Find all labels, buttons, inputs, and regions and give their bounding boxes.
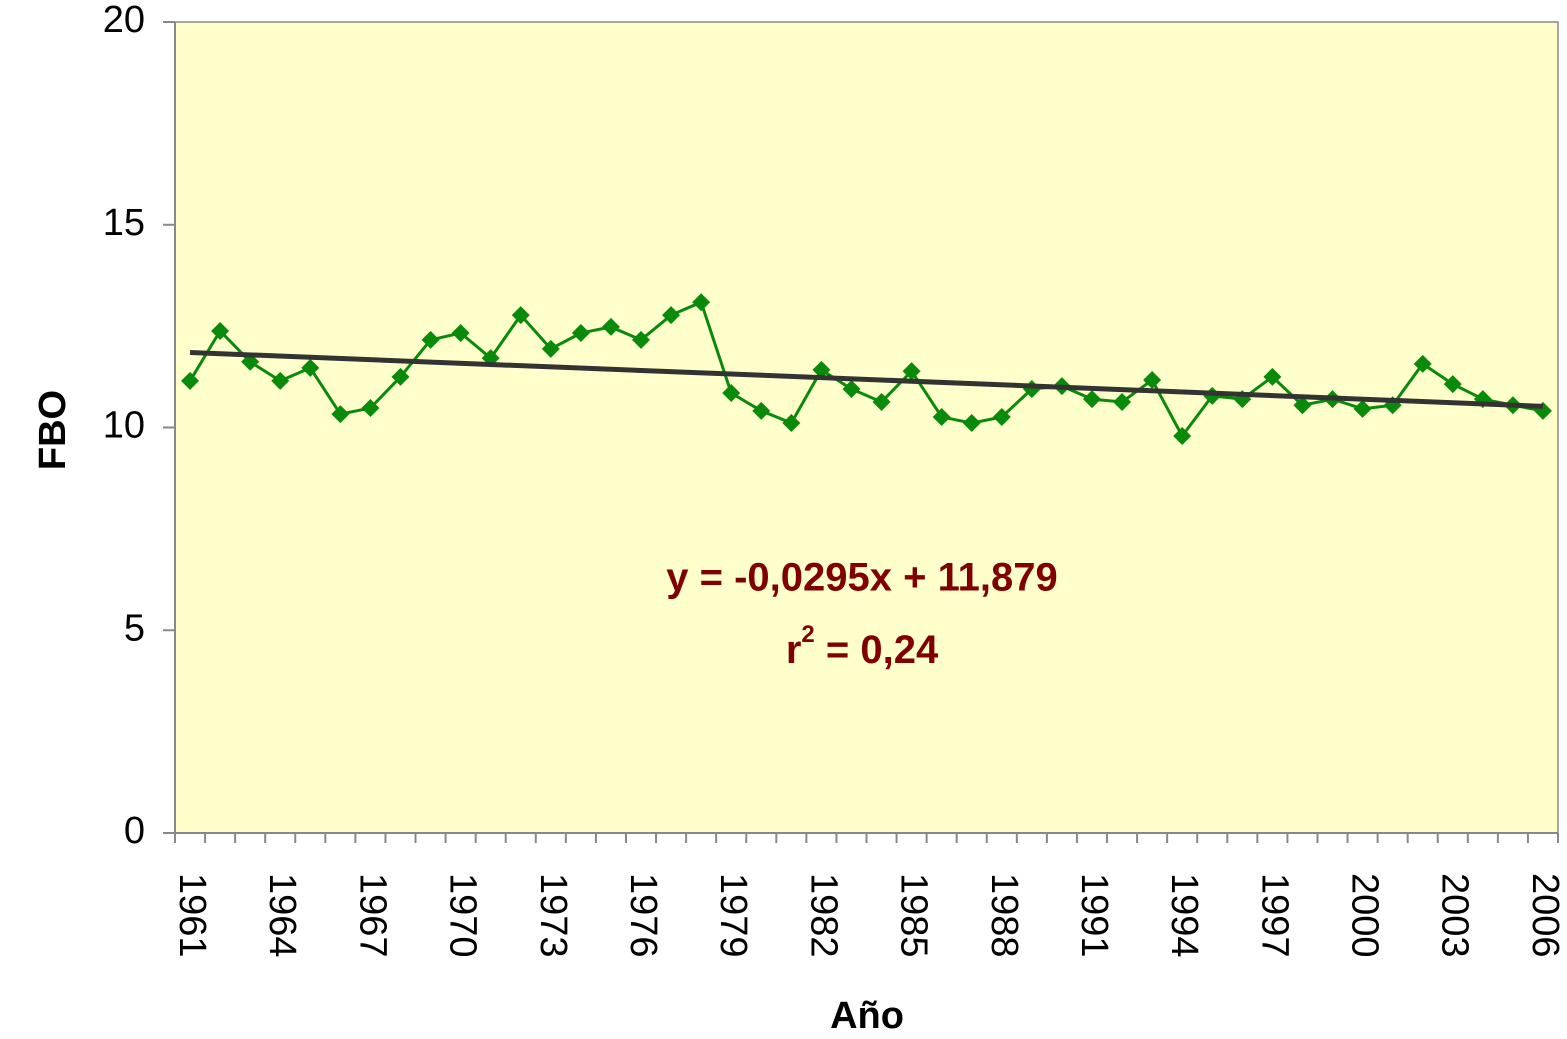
series-line	[188, 300, 1544, 439]
marker	[211, 321, 230, 340]
y-tick-label: 5	[124, 607, 145, 649]
marker	[692, 293, 711, 312]
marker	[181, 371, 200, 390]
marker	[1263, 367, 1282, 386]
marker	[722, 384, 741, 403]
marker	[271, 371, 290, 390]
equation: y = -0,0295x + 11,879	[666, 556, 1057, 600]
marker	[1293, 396, 1312, 415]
y-axis-title: FBO	[32, 390, 74, 470]
marker	[872, 392, 891, 411]
marker	[1173, 427, 1192, 446]
x-tick-label: 1961	[171, 873, 213, 958]
marker	[601, 317, 620, 336]
marker	[451, 324, 470, 343]
y-tick-label: 20	[103, 0, 145, 41]
marker	[782, 414, 801, 433]
marker	[361, 399, 380, 418]
x-tick-label: 1976	[622, 873, 664, 958]
marker	[1113, 392, 1132, 411]
marker	[1353, 399, 1372, 418]
x-tick-label: 2006	[1524, 873, 1566, 958]
trend-line	[189, 350, 1544, 409]
marker	[511, 306, 530, 325]
plot-area	[174, 21, 1559, 834]
x-axis-title: Año	[830, 995, 904, 1037]
x-tick-label: 1964	[261, 873, 303, 958]
x-tick-label: 1982	[802, 873, 844, 958]
x-tick-label: 1985	[893, 873, 935, 958]
x-tick-label: 1973	[532, 873, 574, 958]
marker	[1413, 354, 1432, 373]
r-squared: r2 = 0,24	[786, 621, 939, 671]
y-tick-label: 10	[103, 405, 145, 447]
marker	[391, 367, 410, 386]
marker	[812, 360, 831, 379]
x-tick-label: 1970	[442, 873, 484, 958]
marker	[1143, 371, 1162, 390]
marker	[331, 405, 350, 424]
marker	[421, 330, 440, 349]
x-tick-label: 1979	[712, 873, 754, 958]
marker	[301, 358, 320, 377]
marker	[932, 407, 951, 426]
x-tick-label: 1988	[983, 873, 1025, 958]
marker	[962, 414, 981, 433]
marker	[842, 379, 861, 398]
r-squared-sup: 2	[801, 621, 814, 648]
marker	[902, 362, 921, 381]
marker	[632, 330, 651, 349]
x-tick-label: 1967	[351, 873, 393, 958]
x-tick-label: 1994	[1163, 873, 1205, 958]
x-tick-label: 1991	[1073, 873, 1115, 958]
r-squared-rest: = 0,24	[815, 628, 939, 672]
marker	[571, 324, 590, 343]
y-tick-label: 0	[124, 810, 145, 852]
y-tick-label: 15	[103, 202, 145, 244]
marker	[241, 352, 260, 371]
marker	[541, 339, 560, 358]
marker	[1443, 375, 1462, 394]
x-tick-label: 2000	[1344, 873, 1386, 958]
marker	[1082, 390, 1101, 409]
marker	[662, 306, 681, 325]
marker	[752, 401, 771, 420]
x-tick-label: 1997	[1253, 873, 1295, 958]
x-tick-label: 2003	[1434, 873, 1476, 958]
r-squared-base: r	[786, 628, 802, 672]
marker	[992, 407, 1011, 426]
